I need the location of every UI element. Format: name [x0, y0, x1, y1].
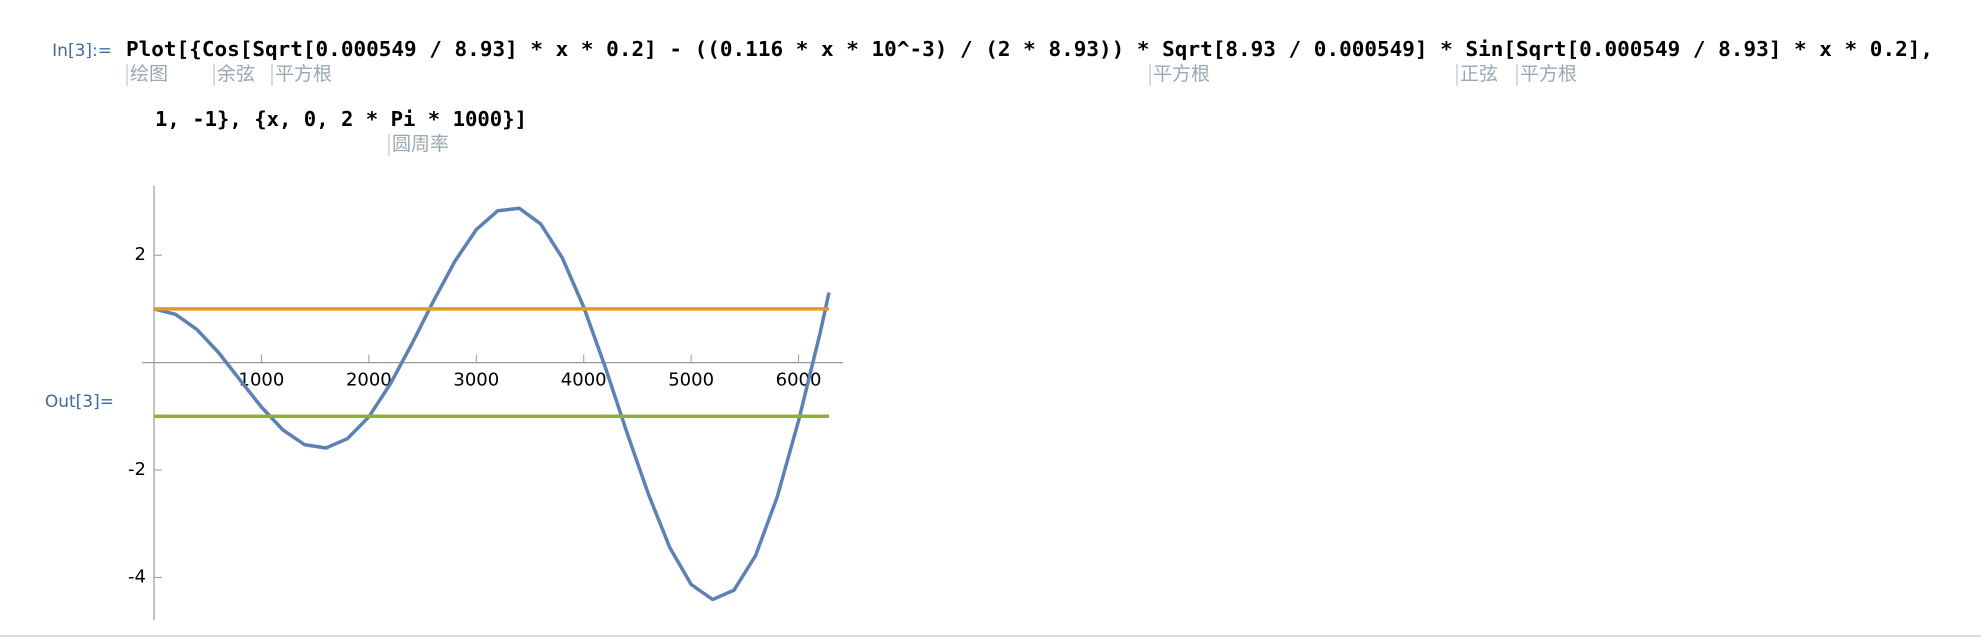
hint: 平方根	[1153, 63, 1210, 85]
output-label: Out[3]=	[45, 392, 114, 412]
hint: 余弦	[217, 63, 255, 85]
series-line	[153, 206, 831, 602]
hint: 平方根	[1520, 63, 1577, 85]
x-tick-label: 6000	[776, 370, 822, 391]
hint: 正弦	[1460, 63, 1498, 85]
x-tick-label: 2000	[346, 370, 392, 391]
hint: 圆周率	[392, 133, 449, 155]
code-line[interactable]: Plot[{Cos[Sqrt[0.000549 / 8.93] * x * 0.…	[126, 37, 1933, 61]
x-tick-label: 3000	[453, 370, 499, 391]
y-tick-label: -4	[128, 566, 146, 587]
x-tick-label: 1000	[239, 370, 285, 391]
input-label: In[3]:=	[52, 41, 112, 61]
hint: 平方根	[275, 63, 332, 85]
code-line[interactable]: 1, -1}, {x, 0, 2 * Pi * 1000}]	[155, 107, 527, 131]
x-tick-label: 4000	[561, 370, 607, 391]
hint: 绘图	[130, 63, 168, 85]
y-tick-label: -2	[128, 459, 146, 480]
y-tick-label: 2	[135, 244, 146, 265]
x-tick-label: 5000	[668, 370, 714, 391]
